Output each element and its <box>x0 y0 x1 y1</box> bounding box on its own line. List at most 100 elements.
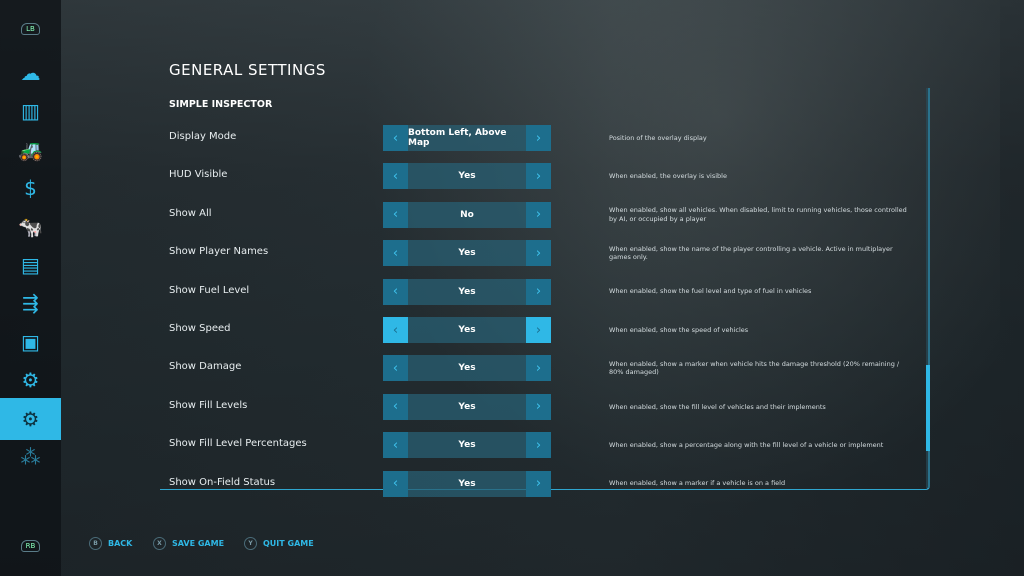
sidebar-item-settings[interactable]: ⚙ <box>0 397 61 440</box>
setting-row: Show Fill Levels ‹ Yes › When enabled, s… <box>169 393 919 420</box>
setting-label: Show On-Field Status <box>169 476 276 488</box>
option-value: Yes <box>408 240 526 267</box>
chevron-right-icon[interactable]: › <box>526 432 551 459</box>
lb-label: LB <box>21 23 40 35</box>
setting-row: HUD Visible ‹ Yes › When enabled, the ov… <box>169 163 919 190</box>
sidebar-item-help[interactable]: ▣ <box>0 321 61 363</box>
chevron-right-icon[interactable]: › <box>526 201 551 228</box>
chevron-right-icon[interactable]: › <box>526 355 551 382</box>
back-button[interactable]: B BACK <box>89 537 132 550</box>
setting-description: When enabled, show the fill level of veh… <box>609 402 826 411</box>
setting-label: Display Mode <box>169 131 237 142</box>
setting-label: Show Damage <box>169 361 242 373</box>
option-value: Yes <box>408 317 526 343</box>
contracts-icon: ▤ <box>21 253 40 277</box>
setting-label: Show Player Names <box>169 246 269 258</box>
page-title: GENERAL SETTINGS <box>169 61 326 79</box>
chevron-left-icon[interactable]: ‹ <box>383 317 408 343</box>
option-value: No <box>408 201 526 228</box>
option-selector[interactable]: ‹ Yes › <box>383 317 551 343</box>
setting-row: Show Fuel Level ‹ Yes › When enabled, sh… <box>169 278 919 305</box>
setting-label: Show Fill Level Percentages <box>169 438 307 450</box>
chevron-right-icon[interactable]: › <box>526 278 551 305</box>
setting-row: Show On-Field Status ‹ Yes › When enable… <box>169 470 919 497</box>
scrollbar-thumb[interactable] <box>926 365 930 451</box>
quit-game-button[interactable]: Y QUIT GAME <box>244 537 314 550</box>
setting-description: When enabled, show the speed of vehicles <box>609 325 749 334</box>
option-value: Yes <box>408 355 526 382</box>
chevron-right-icon[interactable]: › <box>526 393 551 420</box>
chevron-right-icon[interactable]: › <box>526 125 551 151</box>
option-selector[interactable]: ‹ Bottom Left, Above Map › <box>383 125 551 151</box>
option-selector[interactable]: ‹ No › <box>383 201 551 228</box>
setting-label: Show Fuel Level <box>169 284 250 296</box>
sidebar-item-tractor[interactable]: 🚜 <box>0 129 61 171</box>
sidebar-item-contracts[interactable]: ▤ <box>0 244 61 286</box>
option-selector[interactable]: ‹ Yes › <box>383 240 551 267</box>
sidebar-item-weather[interactable]: ☁ <box>0 52 61 94</box>
setting-label: Show Fill Levels <box>169 399 248 411</box>
option-selector[interactable]: ‹ Yes › <box>383 163 551 190</box>
gamepad-b-icon: B <box>89 537 102 550</box>
help-icon: ▣ <box>21 329 40 354</box>
sidebar-item-animals[interactable]: 🐄 <box>0 206 61 248</box>
chevron-left-icon[interactable]: ‹ <box>383 163 408 190</box>
option-value: Yes <box>408 278 526 305</box>
chevron-left-icon[interactable]: ‹ <box>383 278 408 305</box>
settings-icon: ⚙ <box>21 406 40 431</box>
option-selector[interactable]: ‹ Yes › <box>383 470 551 497</box>
setting-row: Show Speed ‹ Yes › When enabled, show th… <box>169 317 919 343</box>
finances-icon: $ <box>24 176 37 201</box>
lb-bumper[interactable]: LB <box>0 8 61 50</box>
chevron-left-icon[interactable]: ‹ <box>383 470 408 497</box>
chevron-left-icon[interactable]: ‹ <box>383 432 408 459</box>
setting-description: When enabled, show all vehicles. When di… <box>609 206 907 223</box>
chevron-left-icon[interactable]: ‹ <box>383 125 408 151</box>
setting-description: When enabled, show a marker if a vehicle… <box>609 479 786 488</box>
sidebar: LB RB ☁ ▥ 🚜 $ 🐄 ▤ ⇶ ▣ ⚙ ⚙ ⁂ <box>0 0 61 576</box>
option-selector[interactable]: ‹ Yes › <box>383 393 551 420</box>
rb-label: RB <box>20 540 41 552</box>
setting-description: When enabled, the overlay is visible <box>609 172 727 181</box>
mods-icon: ⁂ <box>20 445 41 469</box>
option-selector[interactable]: ‹ Yes › <box>383 278 551 305</box>
setting-label: HUD Visible <box>169 169 228 181</box>
option-selector[interactable]: ‹ Yes › <box>383 432 551 459</box>
chevron-right-icon[interactable]: › <box>526 470 551 497</box>
statistics-icon: ▥ <box>21 99 40 124</box>
footer-label: BACK <box>108 539 133 548</box>
section-title: SIMPLE INSPECTOR <box>169 99 273 110</box>
chevron-left-icon[interactable]: ‹ <box>383 240 408 267</box>
scrollbar-track[interactable] <box>926 88 930 488</box>
chevron-right-icon[interactable]: › <box>526 317 551 343</box>
production-icon: ⇶ <box>22 291 39 316</box>
gamepad-x-icon: X <box>153 537 166 550</box>
setting-description: When enabled, show a marker when vehicle… <box>609 359 900 377</box>
sidebar-item-production[interactable]: ⇶ <box>0 282 61 324</box>
option-value: Bottom Left, Above Map <box>408 125 526 151</box>
setting-row: Show Player Names ‹ Yes › When enabled, … <box>169 240 919 267</box>
weather-icon: ☁ <box>20 61 41 85</box>
sidebar-item-mods[interactable]: ⁂ <box>0 436 61 478</box>
sidebar-item-statistics[interactable]: ▥ <box>0 90 61 132</box>
chevron-right-icon[interactable]: › <box>526 240 551 267</box>
setting-description: When enabled, show a percentage along wi… <box>609 440 884 449</box>
setting-row: Show Fill Level Percentages ‹ Yes › When… <box>169 432 919 459</box>
chevron-left-icon[interactable]: ‹ <box>383 201 408 228</box>
footer-label: SAVE GAME <box>172 539 225 548</box>
setting-description: When enabled, show the fuel level and ty… <box>609 287 812 296</box>
chevron-left-icon[interactable]: ‹ <box>383 355 408 382</box>
setting-row: Show All ‹ No › When enabled, show all v… <box>169 201 919 228</box>
save-game-button[interactable]: X SAVE GAME <box>153 537 224 550</box>
chevron-right-icon[interactable]: › <box>526 163 551 190</box>
setting-label: Show Speed <box>169 323 231 334</box>
rb-bumper[interactable]: RB <box>0 525 61 567</box>
setting-row: Show Damage ‹ Yes › When enabled, show a… <box>169 355 919 382</box>
tractor-icon: 🚜 <box>18 137 43 162</box>
sidebar-item-vehicle-settings[interactable]: ⚙ <box>0 359 61 401</box>
option-value: Yes <box>408 470 526 497</box>
sidebar-item-finances[interactable]: $ <box>0 167 61 209</box>
option-selector[interactable]: ‹ Yes › <box>383 355 551 382</box>
chevron-left-icon[interactable]: ‹ <box>383 393 408 420</box>
setting-label: Show All <box>169 207 212 219</box>
